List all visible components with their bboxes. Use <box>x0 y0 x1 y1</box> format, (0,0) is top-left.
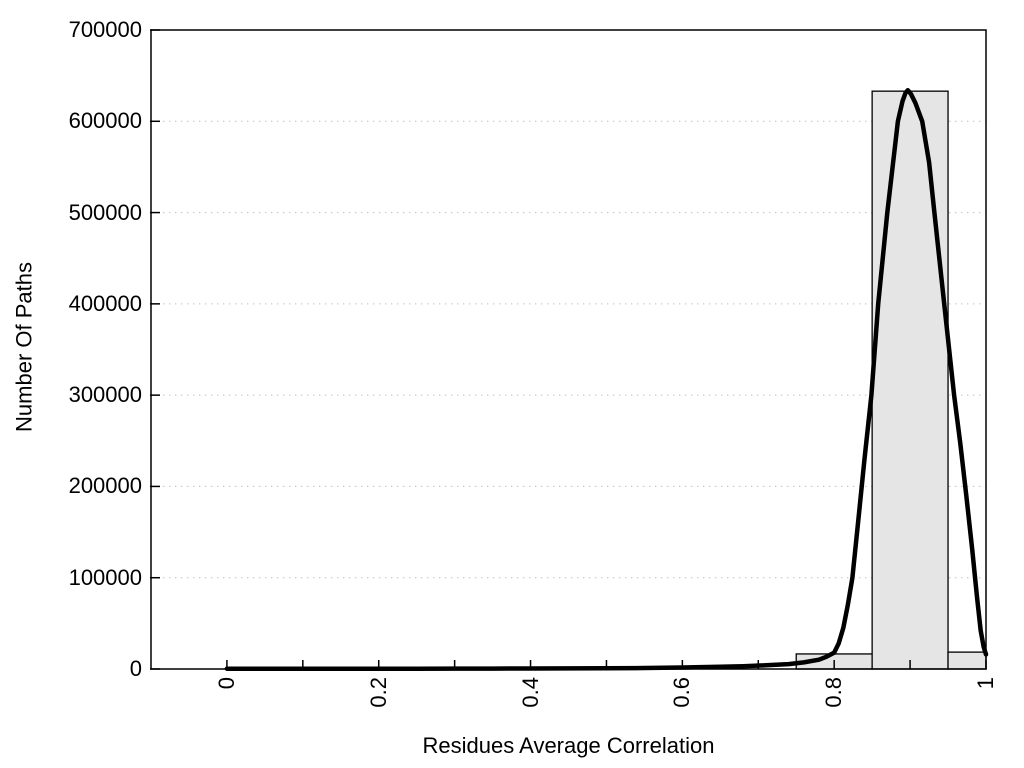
fit-curve <box>224 87 989 671</box>
histogram-bar <box>871 90 949 670</box>
histogram-bar <box>947 651 987 670</box>
plot-border <box>150 29 987 670</box>
